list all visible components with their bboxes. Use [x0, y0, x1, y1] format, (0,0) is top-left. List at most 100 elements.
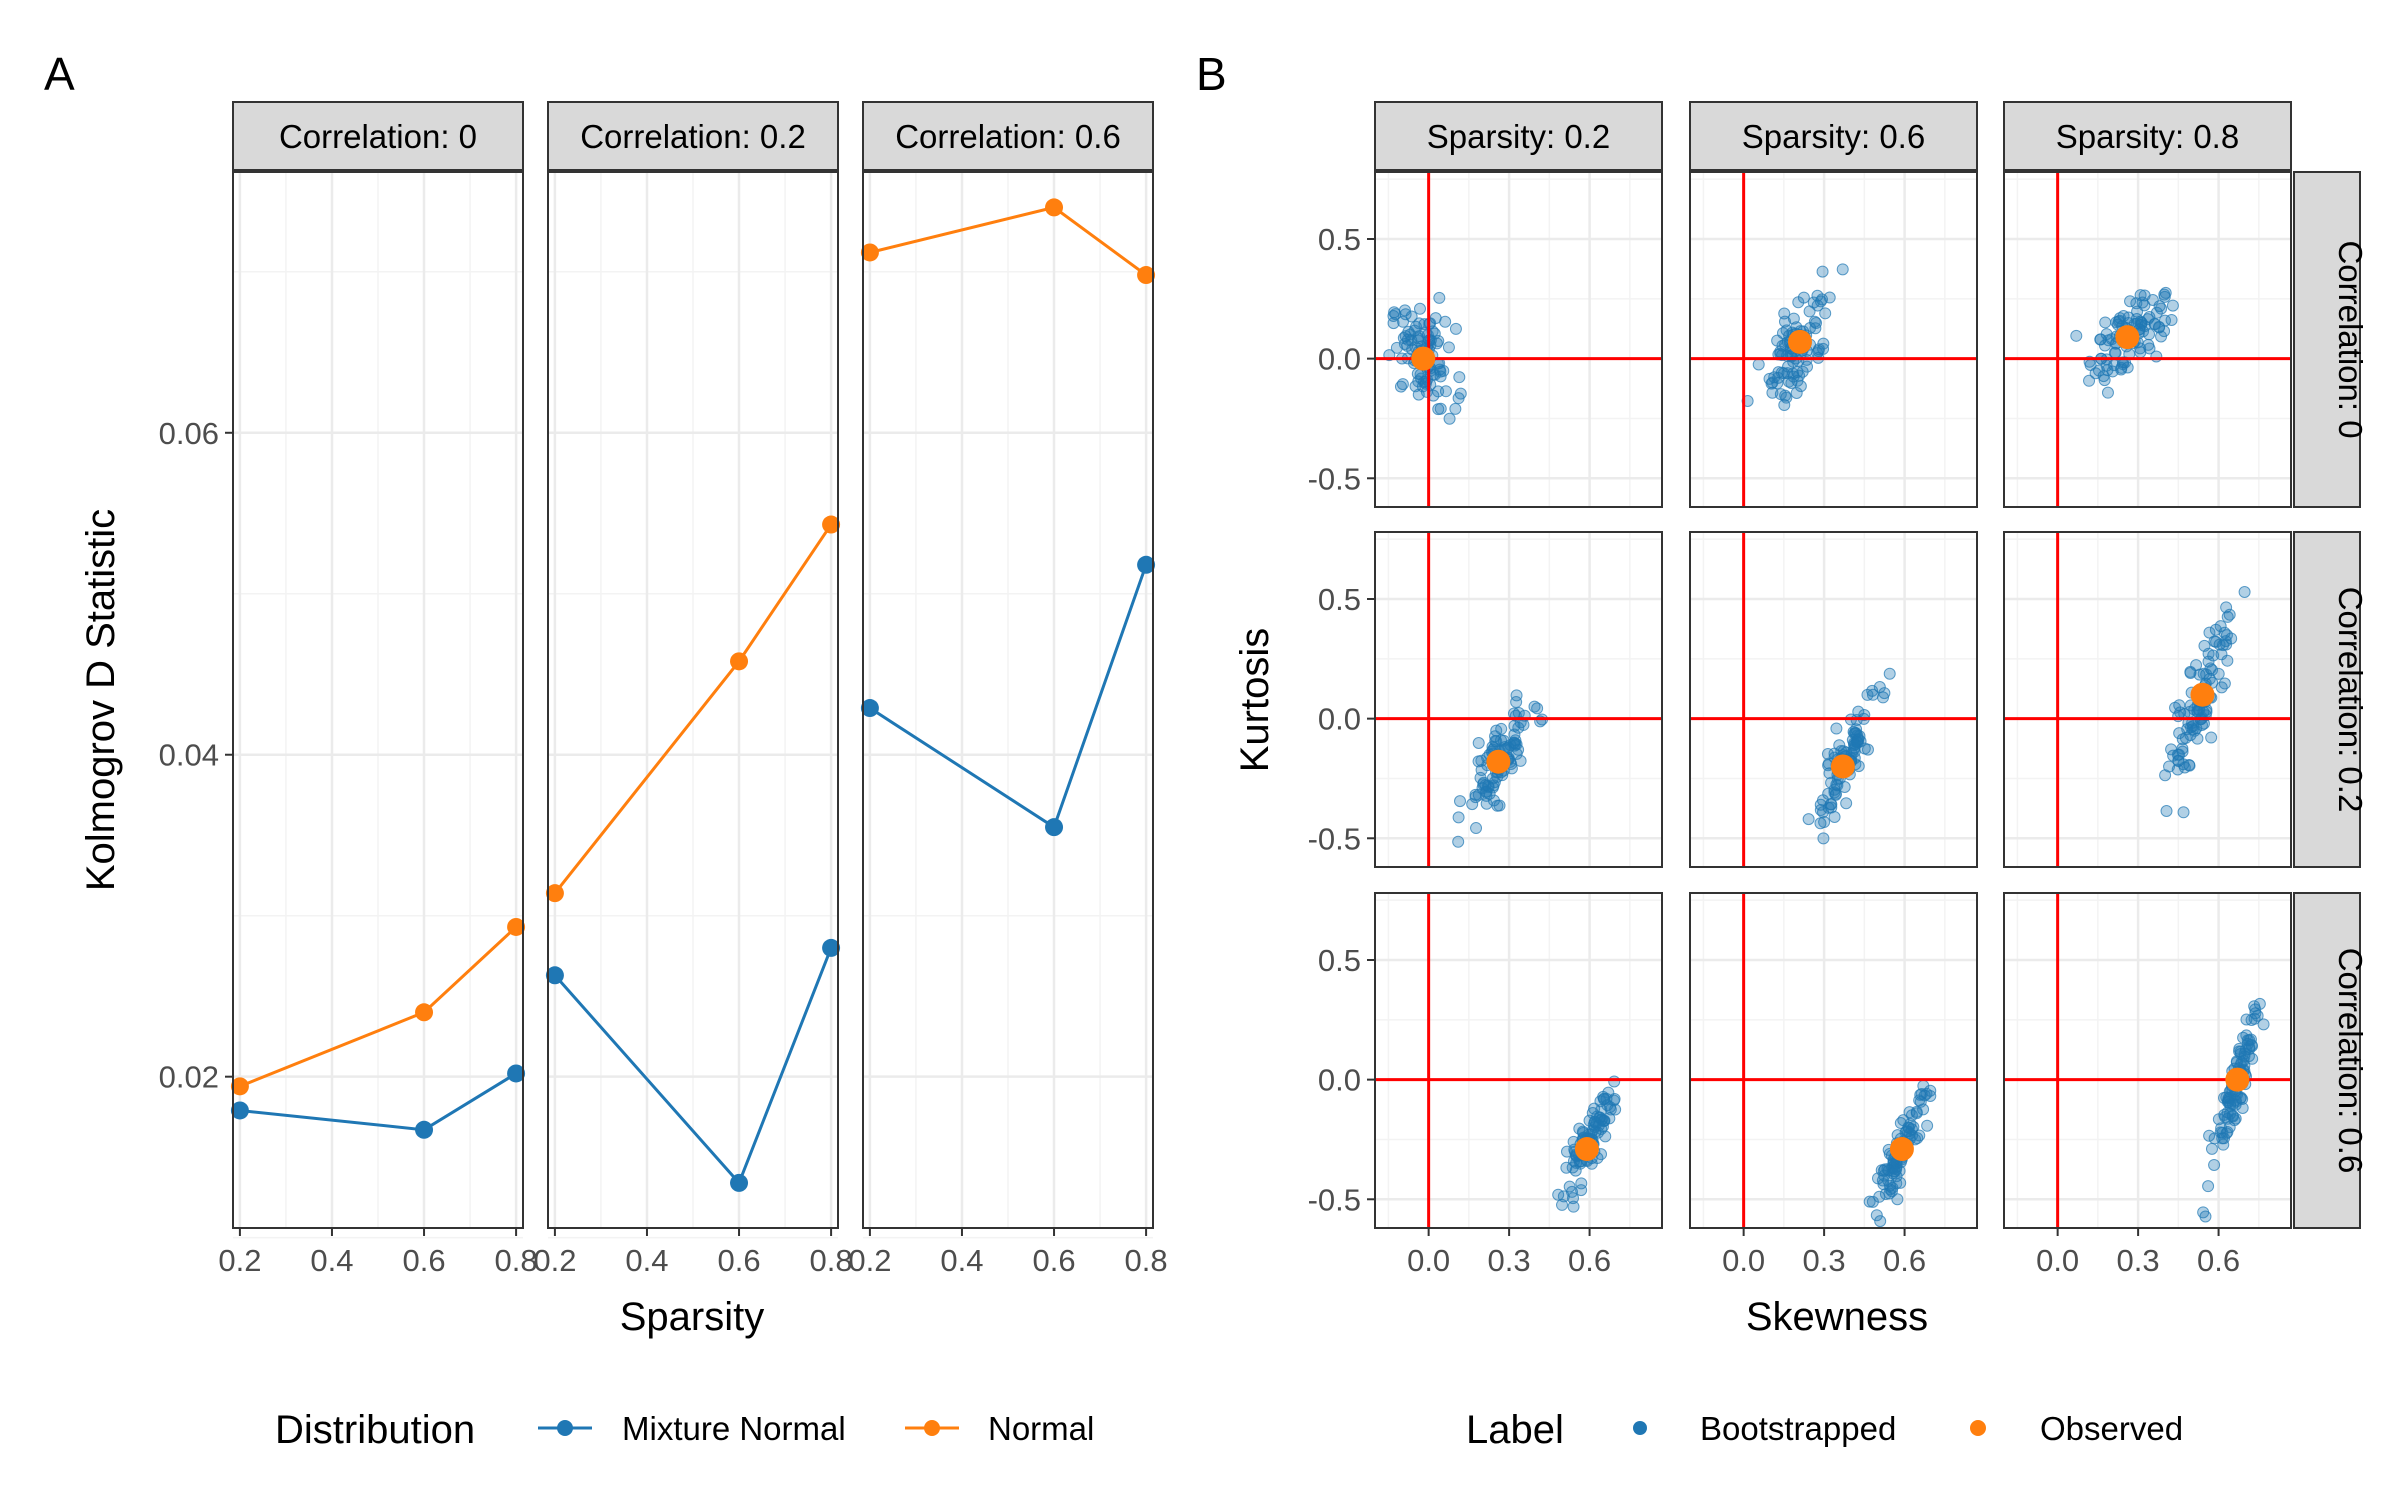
bootstrap-point: [2089, 367, 2102, 380]
x-tick-label: 0.6: [1032, 1243, 1075, 1278]
bootstrap-point: [1811, 347, 1824, 360]
bootstrap-point: [1787, 367, 1800, 380]
data-point-mixture-normal: [230, 1101, 249, 1120]
bootstrap-point: [2212, 1113, 2225, 1126]
bootstrap-point: [2171, 748, 2184, 761]
bootstrap-point: [1510, 689, 1523, 702]
bootstrap-point: [2220, 629, 2233, 642]
bootstrap-point: [1883, 667, 1896, 680]
data-point-mixture-normal: [545, 966, 564, 985]
bootstrap-point: [1802, 813, 1815, 826]
bootstrap-point: [1434, 370, 1447, 383]
panel-b-y-axis-title: Kurtosis: [1233, 628, 1277, 773]
bootstrap-point: [1512, 721, 1525, 734]
x-tick-label: 0.4: [310, 1243, 353, 1278]
bootstrap-point: [1433, 291, 1446, 304]
bootstrap-point: [2197, 1206, 2210, 1219]
facet-strip: [547, 101, 839, 171]
row-strip-label: Correlation: 0: [2332, 240, 2369, 438]
bootstrap-point: [2160, 804, 2173, 817]
y-tick-label: 0.5: [1318, 582, 1361, 617]
bootstrap-point: [2110, 316, 2123, 329]
bootstrap-point: [1814, 817, 1827, 830]
bootstrap-point: [1911, 1132, 1924, 1145]
bootstrap-point: [1819, 307, 1832, 320]
data-point-mixture-normal: [1137, 555, 1156, 574]
bootstrap-point: [2214, 620, 2227, 633]
bootstrap-point: [2177, 806, 2190, 819]
panel-border: [1374, 171, 1663, 508]
bootstrap-point: [1437, 364, 1450, 377]
bootstrap-point: [1772, 371, 1785, 384]
bootstrap-point: [2249, 1003, 2262, 1016]
x-tick-label: 0.6: [1883, 1243, 1926, 1278]
bootstrap-point: [2198, 639, 2211, 652]
facet-strip: [862, 101, 1154, 171]
bootstrap-point: [1452, 835, 1465, 848]
panel-b-scatter-grid: Sparsity: 0.2 Sparsity: 0.6 Sparsity: 0.8 C…: [1308, 101, 2369, 1278]
bootstrap-point: [1874, 1215, 1887, 1228]
panel-a-x-axis-title: Sparsity: [620, 1295, 765, 1339]
bootstrap-point: [1830, 722, 1843, 735]
bootstrap-point: [1779, 389, 1792, 402]
observed-point: [2225, 1067, 2250, 1092]
column-strip: [1374, 101, 1663, 171]
bootstrap-point: [2159, 769, 2172, 782]
facet-strip-label: Correlation: 0.6: [895, 118, 1121, 155]
observed-point: [1574, 1137, 1599, 1162]
legend-key-normal-point: [924, 1420, 940, 1436]
bootstrap-point: [1420, 385, 1433, 398]
panel-border: [2003, 892, 2292, 1229]
x-tick-label: 0.6: [1568, 1243, 1611, 1278]
bootstrap-point: [1884, 1183, 1897, 1196]
bootstrap-point: [1469, 791, 1482, 804]
data-point-normal: [730, 652, 749, 671]
bootstrap-point: [1454, 795, 1467, 808]
bootstrap-point: [2138, 289, 2151, 302]
bootstrap-point: [1472, 737, 1485, 750]
bootstrap-point: [1888, 1165, 1901, 1178]
bootstrap-point: [1887, 1162, 1900, 1175]
data-point-normal: [1045, 198, 1064, 217]
x-tick-label: 0.2: [218, 1243, 261, 1278]
x-tick-label: 0.6: [402, 1243, 445, 1278]
bootstrap-point: [1817, 832, 1830, 845]
bootstrap-point: [2202, 1180, 2215, 1193]
bootstrap-point: [2224, 1107, 2237, 1120]
x-tick-label: 0.8: [495, 1243, 538, 1278]
scatter-cell-correlation-0-2-sparsity-0-2: [1374, 531, 1663, 868]
bootstrap-point: [1866, 684, 1879, 697]
bootstrap-point: [1921, 1119, 1934, 1132]
bootstrap-point: [2215, 681, 2228, 694]
bootstrap-point: [1399, 308, 1412, 321]
bootstrap-point: [1824, 798, 1837, 811]
data-point-normal: [545, 884, 564, 903]
observed-point: [1411, 346, 1436, 371]
bootstrap-point: [1594, 1095, 1607, 1108]
data-point-mixture-normal: [507, 1064, 526, 1083]
bootstrap-point: [1575, 1177, 1588, 1190]
bootstrap-point: [1397, 332, 1410, 345]
x-tick-label: 0.8: [810, 1243, 853, 1278]
bootstrap-point: [2142, 338, 2155, 351]
bootstrap-point: [1817, 806, 1830, 819]
plot-area: [1690, 893, 1977, 1228]
y-tick-label: 0.04: [159, 738, 219, 773]
bootstrap-point: [1453, 371, 1466, 384]
observed-point: [1889, 1137, 1914, 1162]
bootstrap-point: [1752, 358, 1765, 371]
bootstrap-point: [1387, 317, 1400, 330]
row-strip: [2293, 531, 2361, 868]
bootstrap-point: [1599, 1130, 1612, 1143]
x-tick-label: 0.6: [717, 1243, 760, 1278]
observed-point: [2190, 682, 2215, 707]
data-point-normal: [860, 243, 879, 262]
bootstrap-point: [1816, 265, 1829, 278]
bootstrap-point: [2150, 306, 2163, 319]
y-tick-label: -0.5: [1308, 821, 1361, 856]
x-tick-label: 0.3: [1488, 1243, 1531, 1278]
bootstrap-point: [1569, 1164, 1582, 1177]
bootstrap-point: [1878, 1163, 1891, 1176]
y-tick-label: 0.0: [1318, 342, 1361, 377]
